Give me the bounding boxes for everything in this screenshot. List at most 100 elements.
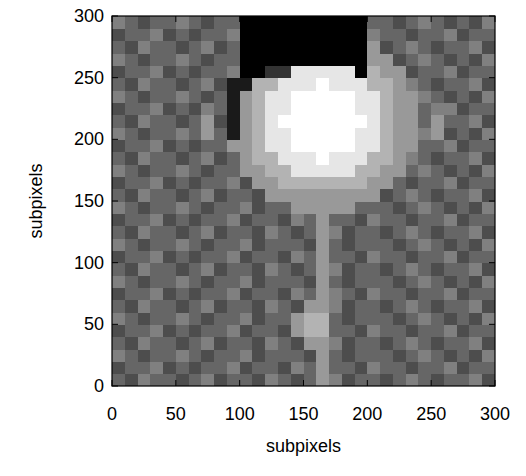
cell (278, 238, 291, 251)
cell (176, 176, 189, 189)
cell (291, 90, 304, 103)
cell (150, 115, 163, 128)
cell (431, 238, 444, 251)
cell (138, 275, 151, 288)
cell (342, 201, 355, 214)
cell (150, 361, 163, 374)
cell (278, 312, 291, 325)
cell (406, 300, 419, 313)
cell (163, 250, 176, 263)
cell (163, 127, 176, 140)
cell (329, 337, 342, 350)
cell (316, 164, 329, 177)
cell (431, 213, 444, 226)
cell (393, 238, 406, 251)
cell (482, 41, 495, 54)
cell (380, 226, 393, 239)
cell (406, 16, 419, 29)
cell (138, 139, 151, 152)
cell (150, 275, 163, 288)
cell (112, 361, 125, 374)
cell (176, 263, 189, 276)
cell (380, 349, 393, 362)
cell (125, 127, 138, 140)
cell (457, 226, 470, 239)
cell (291, 28, 304, 41)
cell (469, 238, 482, 251)
x-tick (367, 380, 368, 386)
cell (265, 53, 278, 66)
cell (163, 16, 176, 29)
cell (201, 53, 214, 66)
cell (125, 152, 138, 165)
cell (278, 41, 291, 54)
cell (227, 176, 240, 189)
cell (125, 250, 138, 263)
cell (329, 189, 342, 202)
cell (316, 28, 329, 41)
cell (316, 115, 329, 128)
cell (252, 263, 265, 276)
cell (176, 213, 189, 226)
cell (431, 300, 444, 313)
cell (252, 337, 265, 350)
cell (316, 16, 329, 29)
cell (431, 226, 444, 239)
cell (265, 361, 278, 374)
cell (393, 41, 406, 54)
cell (150, 349, 163, 362)
cell (252, 102, 265, 115)
cell (138, 78, 151, 91)
cell (252, 139, 265, 152)
cell (112, 324, 125, 337)
cell (482, 189, 495, 202)
cell (138, 201, 151, 214)
cell (367, 275, 380, 288)
cell (291, 213, 304, 226)
cell (304, 275, 317, 288)
cell (444, 65, 457, 78)
cell (342, 337, 355, 350)
cell (406, 361, 419, 374)
cell (240, 115, 253, 128)
cell (457, 312, 470, 325)
cell (482, 139, 495, 152)
cell (469, 189, 482, 202)
cell (418, 238, 431, 251)
cell (278, 349, 291, 362)
x-tick-label: 0 (107, 404, 117, 424)
cell (482, 324, 495, 337)
cell (380, 300, 393, 313)
cell (125, 164, 138, 177)
y-tick (489, 262, 495, 263)
cell (201, 275, 214, 288)
cell (201, 374, 214, 386)
cell (457, 189, 470, 202)
cell (482, 127, 495, 140)
cell (214, 337, 227, 350)
cell (469, 115, 482, 128)
cell (201, 349, 214, 362)
cell (176, 374, 189, 386)
cell (406, 312, 419, 325)
cell (112, 226, 125, 239)
cell (406, 374, 419, 386)
cell (457, 78, 470, 91)
cell (355, 238, 368, 251)
cell (380, 152, 393, 165)
cell (329, 152, 342, 165)
cell (444, 115, 457, 128)
cell (431, 90, 444, 103)
cell (469, 65, 482, 78)
cell (176, 189, 189, 202)
cell (444, 213, 457, 226)
cell (418, 53, 431, 66)
cell (457, 337, 470, 350)
cell (393, 324, 406, 337)
cell (125, 238, 138, 251)
cell (329, 41, 342, 54)
cell (367, 213, 380, 226)
cell (278, 139, 291, 152)
cell (278, 201, 291, 214)
cell (265, 152, 278, 165)
